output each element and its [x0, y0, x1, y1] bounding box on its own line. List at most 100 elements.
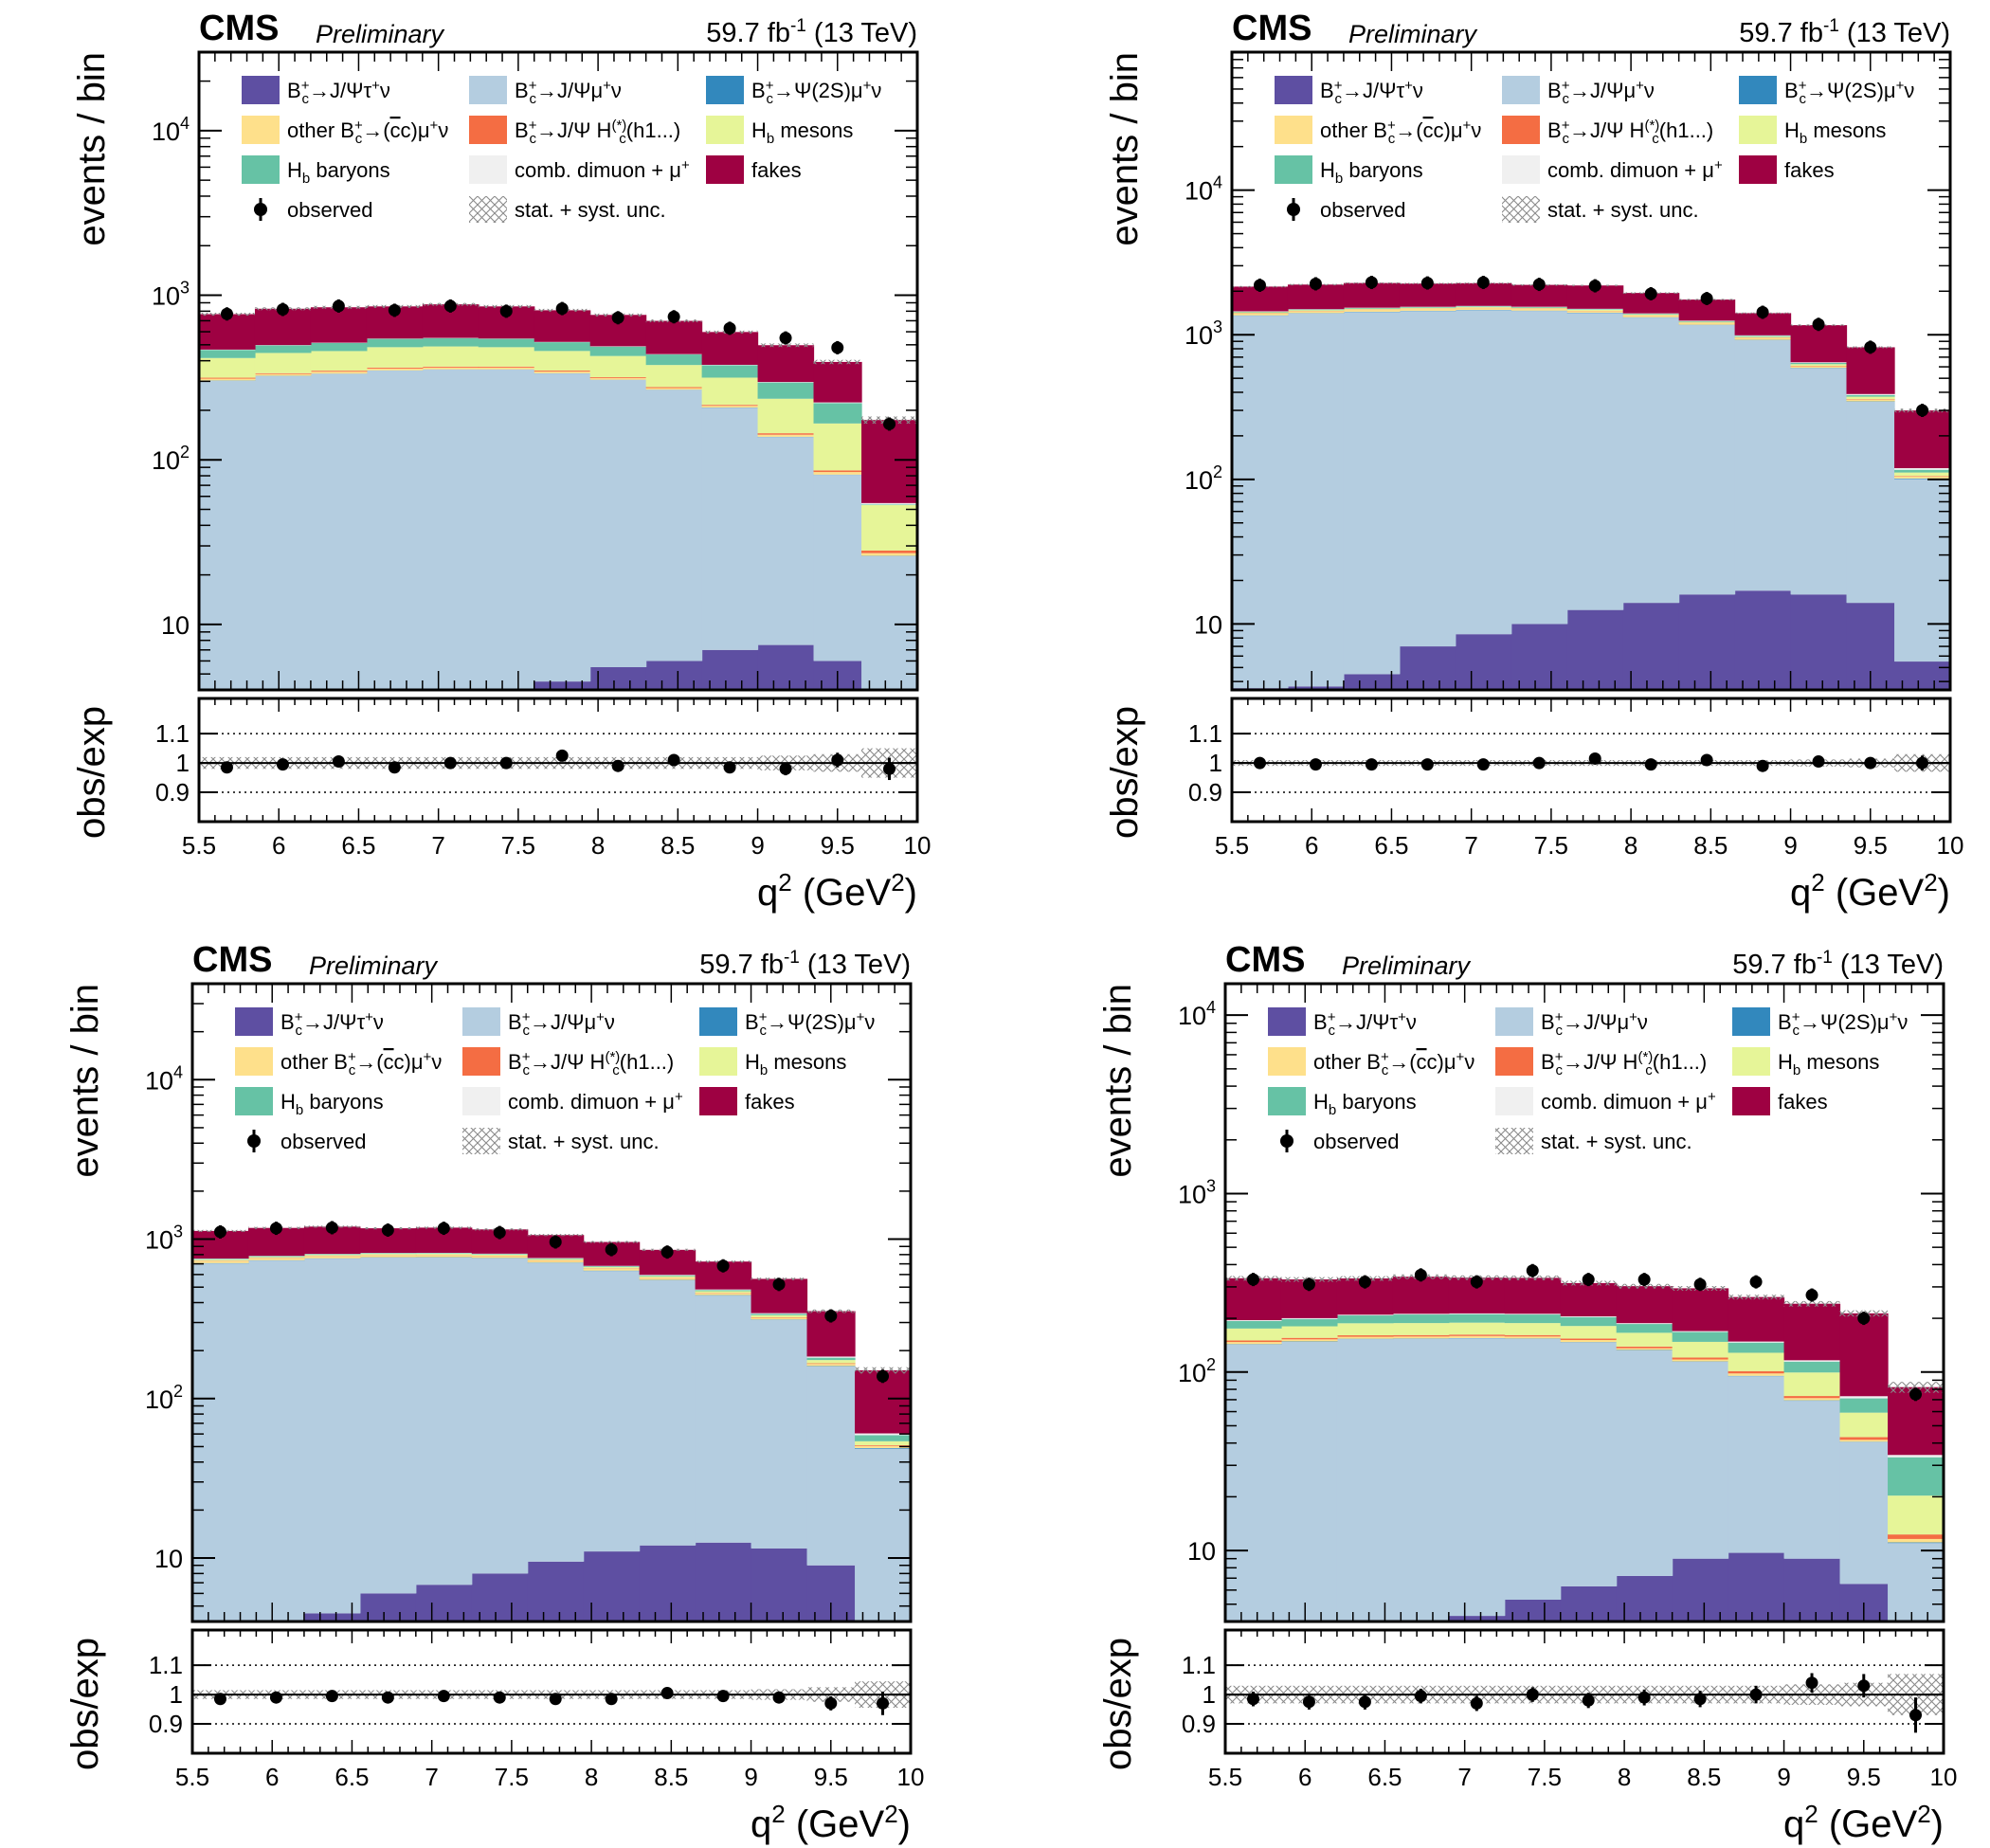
ratio-tick-label: 0.9 — [155, 778, 190, 806]
lumi-label: 59.7 fb-1 (13 TeV) — [706, 16, 917, 48]
legend-marker-obs — [1287, 203, 1300, 216]
bar-hbbar — [471, 1254, 529, 1255]
legend-swatch-psi2s — [1732, 1007, 1770, 1036]
bar-jpsimu — [1225, 1344, 1282, 1622]
observed-point — [660, 1245, 674, 1259]
bar-hbmes — [645, 365, 703, 388]
legend-label-psi2s: B+ c→Ψ(2S)μ+ν — [1784, 78, 1914, 107]
bar-othercc — [589, 378, 647, 380]
x-tick-label: 7.5 — [495, 1763, 529, 1791]
bar-hc — [478, 366, 535, 368]
y-tick-label: 10 — [1194, 610, 1222, 639]
bar-hbmes — [1846, 396, 1895, 400]
bar-fakes — [1616, 1286, 1673, 1324]
bar-jpsimu — [192, 1263, 249, 1622]
legend-label-othercc: other B+ c→(cc)μ+ν — [280, 1049, 442, 1078]
bar-jpsitau — [1728, 1552, 1785, 1622]
bar-hbbar — [1448, 1314, 1506, 1323]
bar-hbbar — [359, 1253, 417, 1255]
legend-swatch-hc — [462, 1047, 500, 1076]
x-tick-label: 10 — [1937, 831, 1964, 860]
legend-swatch-fakes — [1732, 1087, 1770, 1115]
bar-hbmes — [695, 1291, 752, 1294]
bar-comb — [1783, 1360, 1841, 1362]
x-tick-label: 7.5 — [1528, 1763, 1562, 1791]
bar-jpsimu — [757, 437, 815, 645]
bar-othercc — [1232, 313, 1289, 316]
legend-label-comb: comb. dimuon + μ+ — [1547, 157, 1723, 182]
legend-swatch-hbmes — [706, 116, 744, 144]
ratio-point — [611, 759, 624, 772]
bar-fakes — [1678, 299, 1736, 321]
main-frame — [197, 50, 919, 692]
legend-label-hbbar: Hb baryons — [280, 1090, 384, 1118]
x-tick-label: 8 — [585, 1763, 598, 1791]
ratio-point — [1588, 752, 1601, 765]
bar-jpsitau — [1734, 590, 1792, 690]
bar-othercc — [1392, 1336, 1450, 1339]
bar-fakes — [701, 332, 759, 365]
x-tick-label: 5.5 — [1208, 1763, 1242, 1791]
observed-point — [1476, 276, 1490, 289]
bar-fakes — [645, 320, 703, 354]
unc-band — [1888, 1382, 1944, 1393]
observed-point — [1812, 317, 1825, 331]
legend-swatch-comb — [469, 155, 507, 184]
cms-label: CMS — [1225, 940, 1305, 980]
y-tick-label: 103 — [1178, 1176, 1216, 1208]
bar-hbmes — [813, 423, 862, 471]
bar-hbmes — [1839, 1412, 1889, 1438]
bar-othercc — [366, 368, 424, 371]
ratio-point — [269, 1691, 282, 1704]
observed-point — [1749, 1276, 1763, 1289]
legend-swatch-psi2s — [699, 1007, 737, 1036]
bar-comb — [1894, 468, 1950, 470]
legend-label-psi2s: B+ c→Ψ(2S)μ+ν — [1778, 1009, 1908, 1039]
bar-jpsimu — [1783, 1401, 1841, 1559]
bar-fakes — [1392, 1277, 1450, 1314]
observed-point — [1253, 279, 1266, 292]
x-tick-label: 5.5 — [175, 1763, 209, 1791]
bar-hbmes — [254, 353, 312, 373]
x-tick-label: 6.5 — [1367, 1763, 1402, 1791]
bar-othercc — [1894, 476, 1950, 479]
bar-hbbar — [478, 338, 535, 348]
preliminary-label: Preliminary — [309, 951, 439, 980]
ratio-point — [1644, 758, 1657, 771]
bar-othercc — [471, 1256, 529, 1259]
legend-label-hbmes: Hb mesons — [1784, 118, 1886, 147]
bar-othercc — [639, 1277, 696, 1280]
unc-band — [1616, 1283, 1673, 1289]
ratio-point — [499, 756, 513, 770]
ratio-plot: 0.911.1 5.5 6 6.5 7 7.5 8 8.5 9 9.5 10 — [1182, 1628, 1957, 1791]
bar-hbmes — [534, 351, 591, 371]
bar-hbbar — [1399, 307, 1456, 308]
ratio-point — [1909, 1709, 1923, 1722]
x-tick-label: 9 — [1783, 831, 1797, 860]
bar-jpsimu — [1839, 1441, 1889, 1585]
bar-othercc — [645, 388, 703, 390]
ratio-point — [325, 1690, 338, 1703]
x-tick-label: 7 — [1464, 831, 1477, 860]
observed-point — [1526, 1264, 1539, 1277]
x-axis-title: q2 (GeV2) — [757, 868, 917, 914]
legend-marker-obs — [247, 1134, 261, 1148]
legend-label-comb: comb. dimuon + μ+ — [1541, 1089, 1716, 1114]
x-tick-label: 7 — [425, 1763, 438, 1791]
bar-comb — [1846, 393, 1895, 395]
bar-hbbar — [1336, 1315, 1394, 1324]
ratio-point — [723, 761, 736, 774]
legend-swatch-unc — [469, 196, 507, 223]
legend-swatch-jpsimu — [1502, 76, 1540, 104]
bar-hbbar — [1622, 314, 1680, 315]
y-tick-label: 103 — [1185, 317, 1222, 350]
observed-point — [1246, 1273, 1259, 1286]
legend-label-hc: B+ c→J/Ψ H(*) c(h1...) — [1547, 118, 1713, 147]
observed-point — [220, 307, 233, 320]
bar-hbmes — [1511, 307, 1568, 309]
bar-fakes — [1504, 1277, 1562, 1314]
bar-jpsitau — [1455, 634, 1512, 690]
legend-swatch-comb — [1502, 155, 1540, 184]
bar-othercc — [1622, 316, 1680, 317]
x-axis-title: q2 (GeV2) — [751, 1800, 911, 1845]
